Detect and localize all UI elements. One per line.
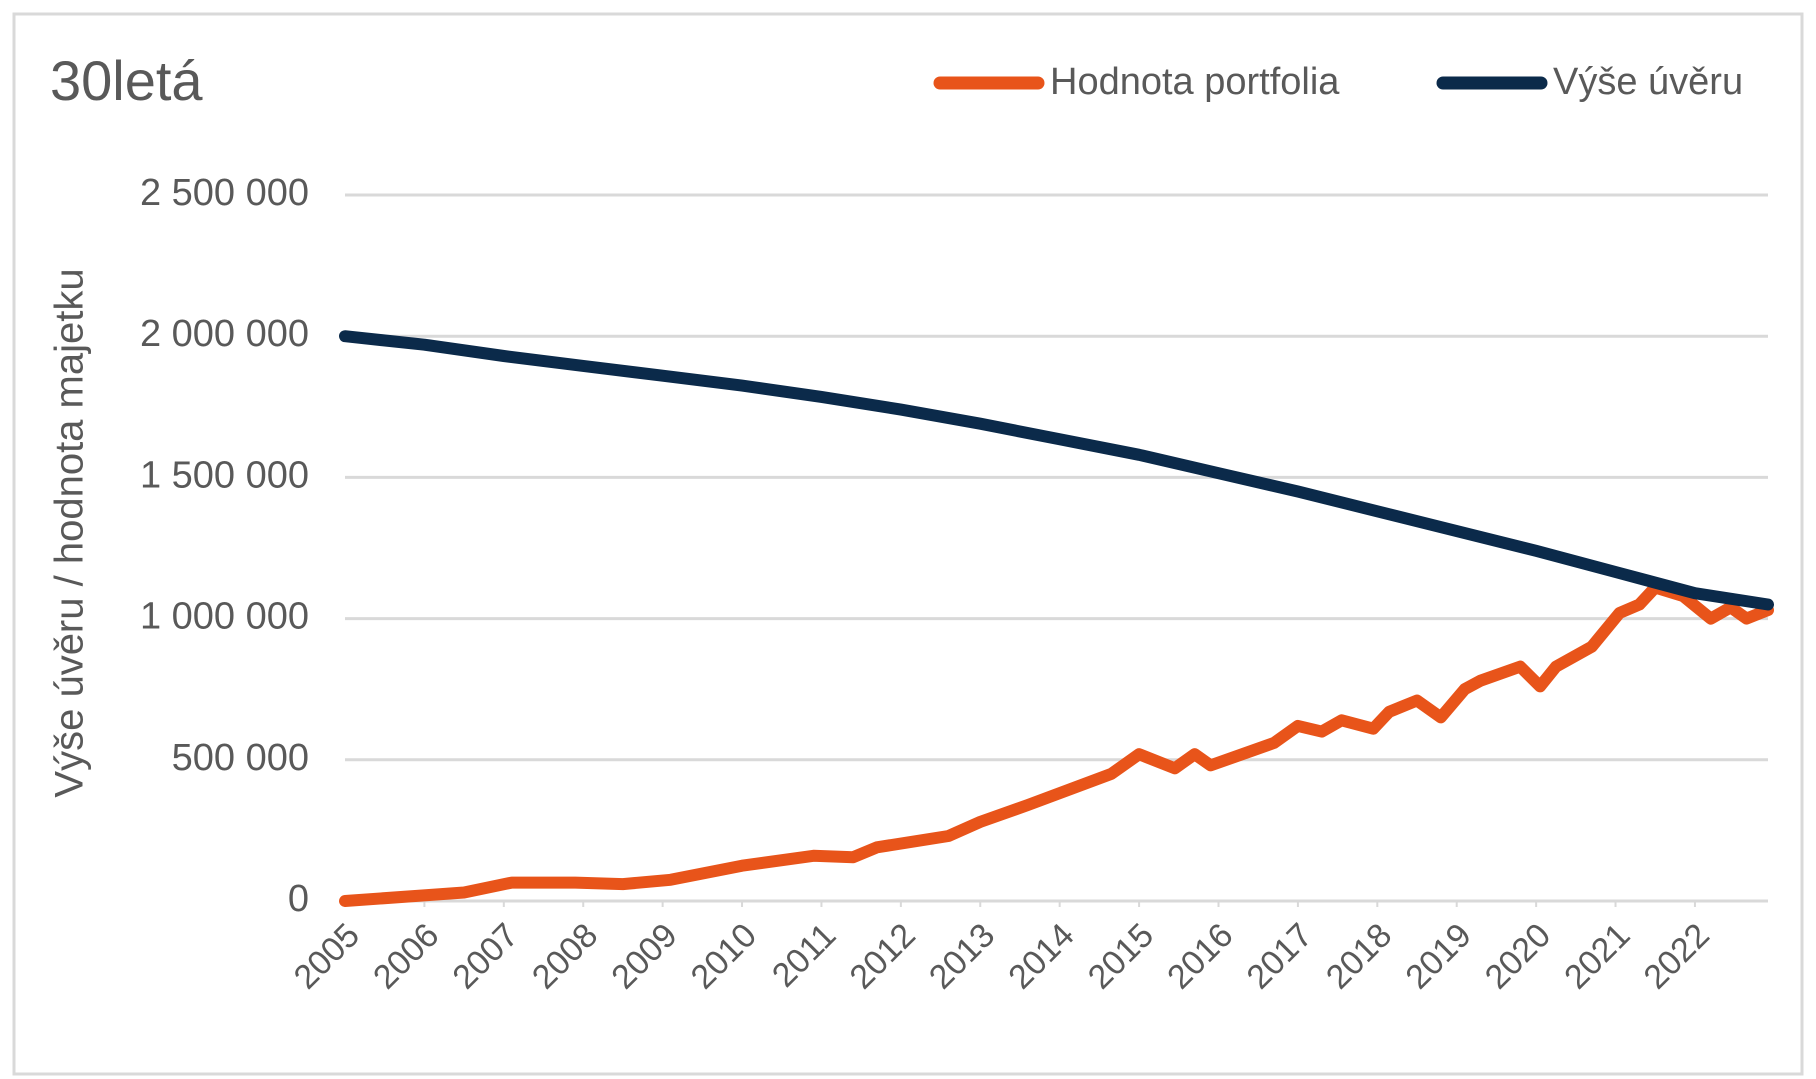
y-tick-label: 2 000 000 <box>140 313 309 355</box>
line <box>339 330 1774 611</box>
y-tick-label: 1 500 000 <box>140 454 309 496</box>
legend-label: Výše úvěru <box>1553 61 1743 103</box>
y-tick-label: 0 <box>288 878 309 920</box>
chart-title: 30letá <box>50 49 203 112</box>
legend-label: Hodnota portfolia <box>1050 61 1340 103</box>
y-tick-label: 500 000 <box>172 737 309 779</box>
line <box>339 581 1774 907</box>
y-tick-label: 2 500 000 <box>140 172 309 214</box>
y-tick-label: 1 000 000 <box>140 596 309 638</box>
y-axis-label: Výše úvěru / hodnota majetku <box>48 268 92 797</box>
